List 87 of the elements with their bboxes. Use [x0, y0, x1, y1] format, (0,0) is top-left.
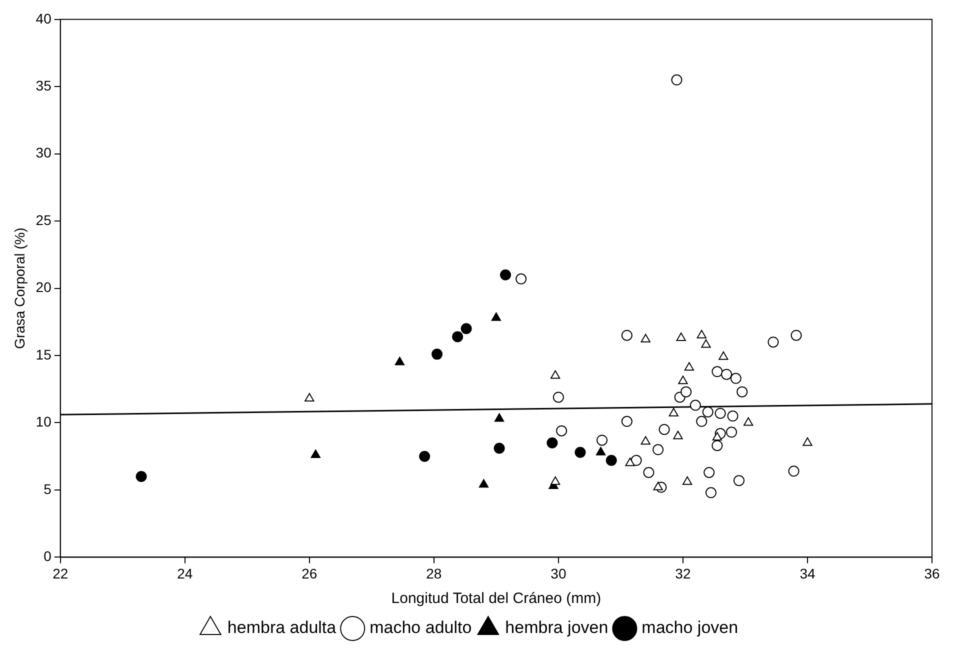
point [733, 475, 744, 486]
point [736, 386, 748, 398]
point [730, 372, 742, 384]
point [673, 430, 683, 440]
point [788, 466, 800, 477]
point [552, 392, 564, 403]
point [696, 330, 706, 338]
x-tick-label: 34 [800, 565, 816, 582]
x-tick-label: 30 [550, 565, 566, 582]
legend-label: macho joven [642, 618, 738, 638]
point [668, 408, 678, 416]
point [684, 362, 694, 371]
point [625, 458, 635, 466]
y-tick-label: 10 [36, 414, 52, 430]
y-tick-label: 15 [36, 346, 52, 362]
y-tick-label: 30 [36, 144, 52, 161]
x-tick-label: 36 [924, 565, 940, 582]
point [790, 330, 802, 341]
x-tick-label: 28 [426, 565, 442, 582]
point [768, 336, 779, 348]
point [680, 386, 692, 398]
point [714, 408, 726, 419]
y-tick-label: 35 [36, 77, 52, 94]
point [556, 425, 568, 436]
x-tick-label: 24 [177, 565, 193, 582]
point [678, 376, 688, 384]
point [596, 434, 608, 446]
point [701, 339, 711, 348]
point [621, 416, 632, 427]
point [744, 417, 754, 426]
point [574, 446, 586, 458]
point [452, 331, 464, 342]
point [696, 416, 708, 427]
legend-label: hembra joven [505, 618, 608, 638]
point [712, 440, 723, 452]
point [705, 487, 716, 498]
point [726, 426, 738, 438]
point [712, 366, 723, 378]
point [640, 436, 650, 445]
point [394, 356, 405, 366]
point [546, 437, 558, 448]
point [621, 330, 632, 341]
point [596, 446, 606, 456]
y-tick-label: 5 [44, 480, 52, 497]
point [718, 351, 728, 360]
x-tick-label: 22 [52, 565, 68, 582]
point [802, 437, 812, 446]
y-tick-label: 0 [44, 548, 52, 564]
x-tick-label: 26 [302, 565, 318, 582]
point [676, 332, 686, 342]
point [652, 444, 664, 456]
point [136, 471, 147, 482]
point [419, 450, 430, 462]
y-tick-label: 40 [36, 10, 52, 26]
point [690, 400, 701, 411]
y-tick-label: 25 [36, 212, 52, 228]
x-tick-label: 32 [675, 565, 691, 582]
legend-label: macho adulto [370, 618, 472, 638]
x-axis-title: Longitud Total del Cráneo (mm) [391, 590, 602, 608]
point [643, 466, 654, 478]
point [658, 424, 670, 435]
point [702, 406, 714, 418]
point [721, 368, 732, 380]
point [310, 450, 320, 458]
point [432, 348, 443, 360]
point [516, 273, 527, 284]
point [491, 312, 502, 321]
point [671, 74, 682, 86]
point [494, 413, 504, 422]
point [653, 482, 663, 490]
point [606, 454, 617, 466]
point [682, 476, 692, 485]
point [550, 476, 560, 485]
point [460, 323, 472, 334]
point [712, 432, 722, 441]
legend-label: hembra adulta [227, 618, 337, 638]
point [494, 442, 505, 454]
point [640, 334, 650, 342]
point [478, 479, 489, 488]
point [304, 393, 314, 402]
point [550, 370, 560, 379]
point [704, 466, 715, 478]
point [500, 269, 512, 280]
point [727, 410, 738, 422]
y-tick-label: 20 [36, 279, 52, 296]
point [630, 454, 642, 466]
y-axis-title: Grasa Corporal (%) [11, 228, 28, 349]
